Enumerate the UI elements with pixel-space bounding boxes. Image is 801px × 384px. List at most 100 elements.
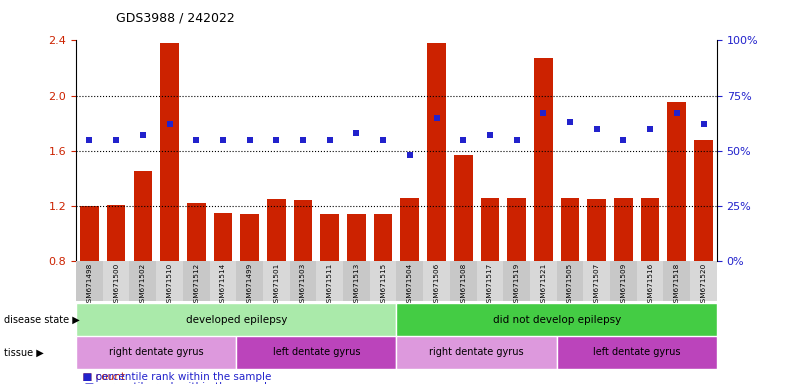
Text: GSM671510: GSM671510 xyxy=(167,263,172,307)
Point xyxy=(244,137,256,143)
Point xyxy=(296,137,309,143)
Point xyxy=(457,137,469,143)
Bar xyxy=(343,261,370,301)
Bar xyxy=(423,261,450,301)
Bar xyxy=(557,261,583,301)
Bar xyxy=(156,261,183,301)
Point xyxy=(83,137,96,143)
Text: GSM671500: GSM671500 xyxy=(113,263,119,307)
Point xyxy=(430,114,443,121)
Bar xyxy=(76,336,236,369)
Bar xyxy=(610,261,637,301)
Point xyxy=(537,110,549,116)
Bar xyxy=(427,43,446,261)
Bar xyxy=(290,261,316,301)
Bar xyxy=(374,214,392,261)
Point xyxy=(697,121,710,127)
Text: ■ percentile rank within the sample: ■ percentile rank within the sample xyxy=(76,361,272,382)
Point xyxy=(590,126,603,132)
Text: GSM671505: GSM671505 xyxy=(567,263,573,307)
Point xyxy=(110,137,123,143)
Text: GDS3988 / 242022: GDS3988 / 242022 xyxy=(116,12,235,25)
Point xyxy=(216,137,229,143)
Text: GSM671499: GSM671499 xyxy=(247,263,252,307)
Bar xyxy=(294,200,312,261)
Text: GSM671520: GSM671520 xyxy=(701,263,706,307)
Bar xyxy=(396,303,717,336)
Bar xyxy=(507,198,526,261)
Bar xyxy=(477,261,503,301)
Text: GSM671501: GSM671501 xyxy=(273,263,280,307)
Bar xyxy=(183,261,210,301)
Bar xyxy=(134,171,152,261)
Point xyxy=(376,137,389,143)
Point xyxy=(510,137,523,143)
Bar xyxy=(667,103,686,261)
Text: GSM671512: GSM671512 xyxy=(193,263,199,307)
Bar xyxy=(76,261,103,301)
Bar xyxy=(641,198,659,261)
Text: GSM671498: GSM671498 xyxy=(87,263,92,307)
Text: GSM671511: GSM671511 xyxy=(327,263,332,307)
Bar xyxy=(481,198,499,261)
Bar xyxy=(450,261,477,301)
Bar xyxy=(587,199,606,261)
Point xyxy=(644,126,657,132)
Text: GSM671519: GSM671519 xyxy=(513,263,520,307)
Text: GSM671514: GSM671514 xyxy=(220,263,226,307)
Bar xyxy=(267,199,286,261)
Text: disease state ▶: disease state ▶ xyxy=(4,314,80,325)
Text: ■ percentile rank within the sample: ■ percentile rank within the sample xyxy=(78,382,273,384)
Bar xyxy=(103,261,130,301)
Text: tissue ▶: tissue ▶ xyxy=(4,347,44,358)
Text: GSM671503: GSM671503 xyxy=(300,263,306,307)
Point xyxy=(136,132,149,138)
Bar xyxy=(187,203,206,261)
Bar xyxy=(503,261,530,301)
Bar xyxy=(370,261,396,301)
Point xyxy=(670,110,683,116)
Bar xyxy=(236,336,396,369)
Bar xyxy=(614,198,633,261)
Text: GSM671516: GSM671516 xyxy=(647,263,653,307)
Text: right dentate gyrus: right dentate gyrus xyxy=(109,347,203,358)
Bar xyxy=(80,206,99,261)
Text: left dentate gyrus: left dentate gyrus xyxy=(593,347,681,358)
Text: GSM671508: GSM671508 xyxy=(461,263,466,307)
Text: GSM671513: GSM671513 xyxy=(353,263,360,307)
Text: GSM671521: GSM671521 xyxy=(541,263,546,307)
Point xyxy=(404,152,417,158)
Bar xyxy=(396,261,423,301)
Bar xyxy=(694,140,713,261)
Point xyxy=(617,137,630,143)
Bar xyxy=(320,214,339,261)
Bar xyxy=(263,261,290,301)
Point xyxy=(190,137,203,143)
Point xyxy=(270,137,283,143)
Text: GSM671506: GSM671506 xyxy=(433,263,440,307)
Text: left dentate gyrus: left dentate gyrus xyxy=(272,347,360,358)
Bar xyxy=(583,261,610,301)
Bar xyxy=(561,198,579,261)
Bar xyxy=(557,336,717,369)
Bar xyxy=(400,198,419,261)
Point xyxy=(484,132,497,138)
Text: GSM671517: GSM671517 xyxy=(487,263,493,307)
Point xyxy=(324,137,336,143)
Text: GSM671507: GSM671507 xyxy=(594,263,600,307)
Bar xyxy=(240,214,259,261)
Bar xyxy=(347,214,366,261)
Bar xyxy=(637,261,663,301)
Bar xyxy=(236,261,263,301)
Bar xyxy=(130,261,156,301)
Text: GSM671515: GSM671515 xyxy=(380,263,386,307)
Text: GSM671518: GSM671518 xyxy=(674,263,680,307)
Bar xyxy=(160,43,179,261)
Point xyxy=(350,130,363,136)
Point xyxy=(564,119,577,125)
Text: ■ count: ■ count xyxy=(76,372,125,382)
Text: GSM671502: GSM671502 xyxy=(140,263,146,307)
Text: GSM671509: GSM671509 xyxy=(621,263,626,307)
Text: GSM671504: GSM671504 xyxy=(407,263,413,307)
Text: did not develop epilepsy: did not develop epilepsy xyxy=(493,314,621,325)
